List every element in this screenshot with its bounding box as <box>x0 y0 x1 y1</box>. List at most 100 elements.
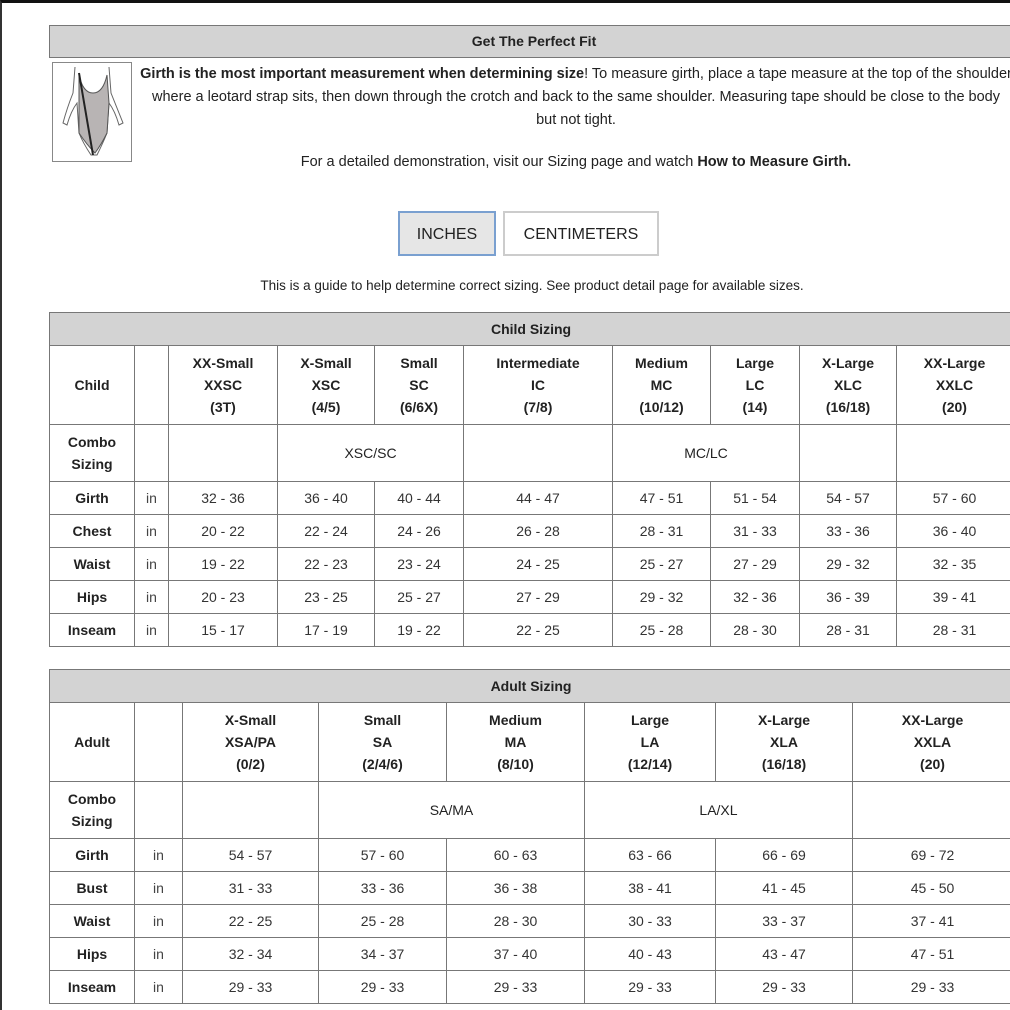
unit-label: in <box>134 871 183 905</box>
measurement-row-chest: Chest in 20 - 22 22 - 24 24 - 26 26 - 28 28 - … <box>49 514 1010 548</box>
measurement-row-waist: Waist in 19 - 22 22 - 23 23 - 24 24 - 25 25 - … <box>49 547 1010 581</box>
size-column-header: XX-Small XXSC (3T) <box>168 345 278 425</box>
size-code: XXLC <box>935 377 974 393</box>
unit-label: in <box>134 481 169 515</box>
unit-label: in <box>134 937 183 971</box>
measurement-value: 40 - 43 <box>584 937 716 971</box>
measurement-label: Waist <box>49 547 135 581</box>
size-range: (2/4/6) <box>362 756 403 772</box>
inches-button[interactable]: INCHES <box>398 211 496 256</box>
leotard-girth-illustration-icon <box>52 62 132 162</box>
combo-size-cell <box>799 424 897 482</box>
corner-label: Adult <box>49 702 135 782</box>
measurement-row-girth: Girth in 54 - 57 57 - 60 60 - 63 63 - 66 66 - … <box>49 838 1010 872</box>
combo-size-cell <box>168 424 278 482</box>
centimeters-button[interactable]: CENTIMETERS <box>503 211 659 256</box>
size-column-header: X-Small XSA/PA (0/2) <box>182 702 319 782</box>
size-name: XX-Large <box>923 355 986 371</box>
size-range: (12/14) <box>627 756 673 772</box>
size-column-header: X-Large XLC (16/18) <box>799 345 897 425</box>
size-column-header: X-Small XSC (4/5) <box>277 345 375 425</box>
size-header-row: Child XX-Small XXSC (3T) X-Small XSC (4/5) Smal… <box>49 345 1010 425</box>
unit-header-blank <box>134 345 169 425</box>
combo-sizing-label: Combo Sizing <box>49 781 135 839</box>
combo-size-cell <box>851 781 1010 839</box>
measurement-value: 15 - 17 <box>168 613 278 647</box>
measurement-label: Girth <box>49 838 135 872</box>
measurement-value: 31 - 33 <box>182 871 319 905</box>
measurement-value: 29 - 33 <box>318 970 447 1004</box>
sizing-guide-note: This is a guide to help determine correc… <box>260 278 804 293</box>
measurement-value: 29 - 33 <box>584 970 716 1004</box>
unit-blank <box>134 781 183 839</box>
size-range: (14) <box>742 399 768 415</box>
combo-size-cell: SA/MA <box>318 781 585 839</box>
child-table-title: Child Sizing <box>48 312 1010 346</box>
demo-text: For a detailed demonstration, visit our … <box>140 154 1010 170</box>
measurement-value: 34 - 37 <box>318 937 447 971</box>
measurement-label: Girth <box>49 481 135 515</box>
measurement-value: 28 - 31 <box>612 514 711 548</box>
measurement-value: 28 - 31 <box>895 613 1010 647</box>
measurement-value: 57 - 60 <box>895 481 1010 515</box>
measurement-value: 27 - 29 <box>463 580 613 614</box>
how-to-measure-girth-link[interactable]: How to Measure Girth. <box>697 154 852 170</box>
measurement-value: 28 - 31 <box>799 613 897 647</box>
combo-sizing-row: Combo Sizing XSC/SC MC/LC <box>49 424 1010 482</box>
adult-sizing-table: Adult Sizing Adult X-Small XSA/PA (0/2) Small… <box>48 669 1010 1004</box>
child-sizing-table: Child Sizing Child XX-Small XXSC (3T) X-Small… <box>48 312 1010 647</box>
size-column-header: Large LA (12/14) <box>584 702 716 782</box>
measurement-value: 24 - 26 <box>374 514 464 548</box>
size-code: XSC <box>311 377 341 393</box>
measurement-value: 29 - 33 <box>446 970 585 1004</box>
size-column-header: Large LC (14) <box>710 345 800 425</box>
combo-size-cell <box>182 781 319 839</box>
measurement-row-hips: Hips in 32 - 34 34 - 37 37 - 40 40 - 43 43 - 4… <box>49 937 1010 971</box>
size-name: Intermediate <box>496 355 580 371</box>
measurement-row-hips: Hips in 20 - 23 23 - 25 25 - 27 27 - 29 29 - 3… <box>49 580 1010 614</box>
size-column-header: XX-Large XXLA (20) <box>851 702 1010 782</box>
combo-size-cell <box>463 424 613 482</box>
size-name: XX-Large <box>901 712 964 728</box>
measurement-value: 45 - 50 <box>851 871 1010 905</box>
unit-blank <box>134 424 169 482</box>
adult-table-title: Adult Sizing <box>48 669 1010 703</box>
size-name: Medium <box>635 355 688 371</box>
unit-header-blank <box>134 702 183 782</box>
measurement-value: 36 - 39 <box>799 580 897 614</box>
measurement-value: 17 - 19 <box>277 613 375 647</box>
girth-instructions: ! To measure girth, place a tape measure… <box>152 66 1010 128</box>
measurement-value: 47 - 51 <box>851 937 1010 971</box>
size-header-row: Adult X-Small XSA/PA (0/2) Small SA (2/4/6) Med… <box>49 702 1010 782</box>
unit-label: in <box>134 514 169 548</box>
corner-label: Child <box>49 345 135 425</box>
measurement-value: 47 - 51 <box>612 481 711 515</box>
size-code: XSA/PA <box>224 734 277 750</box>
size-code: MC <box>650 377 673 393</box>
size-range: (8/10) <box>497 756 534 772</box>
size-range: (7/8) <box>523 399 553 415</box>
size-range: (20) <box>942 399 967 415</box>
size-code: SA <box>372 734 393 750</box>
size-column-header: X-Large XLA (16/18) <box>715 702 853 782</box>
measurement-value: 28 - 30 <box>710 613 800 647</box>
size-name: Medium <box>489 712 542 728</box>
combo-size-cell: XSC/SC <box>277 424 464 482</box>
measurement-row-inseam: Inseam in 15 - 17 17 - 19 19 - 22 22 - 25 25 -… <box>49 613 1010 647</box>
unit-label: in <box>134 613 169 647</box>
size-range: (16/18) <box>761 756 807 772</box>
size-name: X-Small <box>300 355 352 371</box>
size-range: (4/5) <box>311 399 341 415</box>
measurement-value: 51 - 54 <box>710 481 800 515</box>
measurement-value: 22 - 25 <box>182 904 319 938</box>
unit-label: in <box>134 547 169 581</box>
measurement-value: 25 - 28 <box>612 613 711 647</box>
unit-label: in <box>134 970 183 1004</box>
size-name: X-Large <box>821 355 875 371</box>
measurement-value: 63 - 66 <box>584 838 716 872</box>
size-column-header: Medium MA (8/10) <box>446 702 585 782</box>
measurement-value: 33 - 36 <box>799 514 897 548</box>
measurement-value: 32 - 36 <box>168 481 278 515</box>
measurement-row-girth: Girth in 32 - 36 36 - 40 40 - 44 44 - 47 47 - … <box>49 481 1010 515</box>
measurement-value: 40 - 44 <box>374 481 464 515</box>
